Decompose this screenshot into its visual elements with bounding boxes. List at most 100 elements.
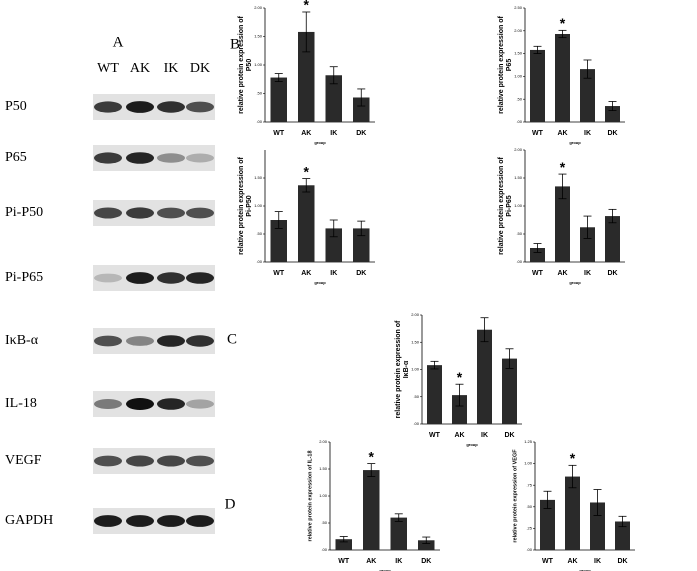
x-tick-label: IK	[594, 558, 601, 565]
blot-band	[126, 101, 154, 113]
bar	[555, 33, 570, 122]
y-axis-label: Pi-P50	[246, 195, 253, 217]
y-tick-label: 1.50	[254, 175, 263, 180]
panel-label: B	[230, 36, 240, 52]
blot-band	[94, 152, 122, 164]
blot-band	[126, 152, 154, 164]
y-axis-label: relative protein expression of	[498, 16, 505, 114]
blot-row-label: GAPDH	[5, 513, 53, 528]
y-tick-label: .00	[516, 119, 522, 124]
x-tick-label: DK	[504, 432, 514, 439]
bar	[390, 517, 407, 550]
blot-row-label: IL-18	[5, 396, 37, 411]
bar	[418, 540, 435, 550]
x-axis-label: group	[314, 280, 326, 285]
x-tick-label: IK	[584, 130, 591, 137]
y-tick-label: .50	[321, 520, 327, 525]
y-tick-label: .50	[516, 231, 522, 236]
blot-band	[186, 335, 214, 347]
y-axis-label: relative protein expression of VEGF	[512, 449, 518, 543]
error-bar	[274, 211, 283, 229]
y-tick-label: .00	[321, 547, 327, 552]
blot-band	[157, 101, 185, 113]
error-bar	[357, 220, 366, 237]
x-tick-label: IK	[481, 432, 488, 439]
x-tick-label: WT	[542, 558, 554, 565]
y-tick-label: .50	[413, 394, 419, 399]
error-bar	[357, 88, 366, 107]
bar	[452, 395, 467, 424]
x-tick-label: WT	[273, 270, 285, 277]
bar	[565, 476, 580, 550]
x-tick-label: IK	[330, 270, 337, 277]
blot-band	[157, 515, 185, 527]
bar	[540, 499, 555, 550]
bar	[353, 97, 370, 122]
bar	[270, 77, 287, 122]
x-tick-label: AK	[366, 558, 376, 565]
blot-band	[94, 515, 122, 527]
y-axis-label: relative protein expression of	[395, 320, 402, 418]
y-tick-label: 2.00	[514, 28, 523, 33]
y-tick-label: .00	[413, 421, 419, 426]
y-axis-label: relative protein expression of IL-18	[307, 450, 313, 541]
blot-band	[157, 207, 185, 219]
x-tick-label: DK	[356, 130, 366, 137]
x-tick-label: WT	[429, 432, 441, 439]
x-axis-label: group	[466, 442, 478, 447]
error-bar	[274, 73, 283, 82]
significance-marker: *	[304, 0, 310, 13]
y-tick-label: 1.50	[411, 339, 420, 344]
blot-band	[126, 207, 154, 219]
y-axis-label: P50	[246, 59, 253, 72]
blot-band	[94, 455, 122, 467]
bar	[605, 106, 620, 122]
error-bar	[394, 513, 403, 522]
blot-band	[94, 273, 122, 283]
blot-row-label: IκB-α	[5, 333, 39, 348]
blot-band	[186, 399, 214, 409]
x-axis-label: group	[314, 140, 326, 145]
bar	[298, 31, 315, 122]
y-tick-label: 1.00	[254, 203, 263, 208]
y-tick-label: 1.00	[524, 461, 533, 466]
blot-band	[94, 207, 122, 219]
lane-label: WT	[97, 61, 119, 76]
y-tick-label: 2.50	[514, 5, 523, 10]
x-tick-label: AK	[567, 558, 577, 565]
error-bar	[367, 463, 376, 477]
error-bar	[455, 383, 464, 407]
y-tick-label: 1.00	[514, 203, 523, 208]
significance-marker: *	[560, 159, 566, 175]
y-tick-label: .25	[526, 525, 532, 530]
x-tick-label: AK	[301, 270, 311, 277]
x-axis-label: group	[569, 140, 581, 145]
x-tick-label: DK	[607, 270, 617, 277]
error-bar	[533, 45, 542, 54]
x-tick-label: DK	[421, 558, 431, 565]
y-axis-label: relative protein expression of	[498, 157, 505, 255]
x-tick-label: AK	[454, 432, 464, 439]
y-axis-label: relative protein expression of	[238, 157, 245, 255]
bar	[325, 75, 342, 122]
blot-band	[94, 399, 122, 409]
bar	[502, 358, 517, 424]
panel-label: C	[227, 331, 237, 347]
error-bar	[608, 101, 617, 111]
lane-label: IK	[164, 61, 179, 76]
y-tick-label: 1.00	[411, 367, 420, 372]
panel-label: D	[225, 496, 236, 512]
x-tick-label: IK	[330, 130, 337, 137]
y-tick-label: 1.50	[514, 51, 523, 56]
y-tick-label: 1.25	[524, 439, 533, 444]
bar	[555, 186, 570, 262]
x-tick-label: WT	[532, 130, 544, 137]
y-axis-label: relative protein expression of	[238, 16, 245, 114]
blot-band	[157, 272, 185, 284]
y-tick-label: .00	[256, 259, 262, 264]
error-bar	[583, 59, 592, 79]
x-tick-label: WT	[273, 130, 285, 137]
y-tick-label: .75	[526, 482, 532, 487]
blot-band	[186, 153, 214, 163]
bar	[353, 228, 370, 262]
